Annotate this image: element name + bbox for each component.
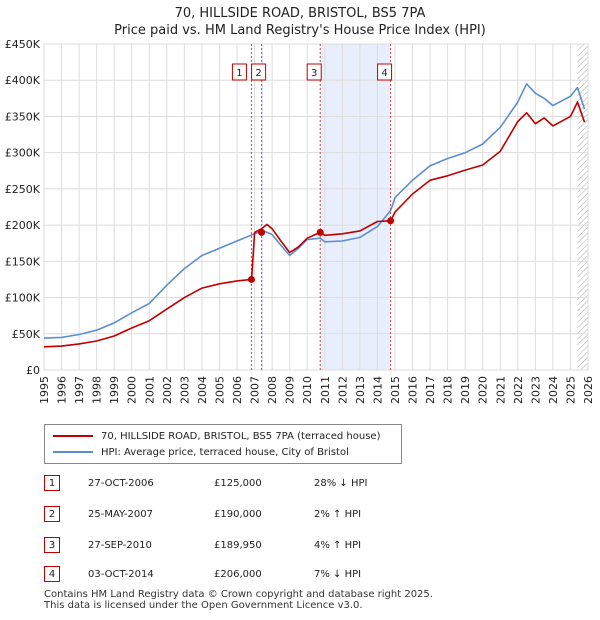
legend-item-hpi: HPI: Average price, terraced house, City… [53, 446, 349, 460]
chart-title: 70, HILLSIDE ROAD, BRISTOL, BS5 7PA [174, 6, 426, 21]
x-tick-label: 2008 [266, 376, 279, 404]
sale-badge-label: 3 [311, 68, 317, 79]
forecast-hatch [577, 44, 588, 370]
x-tick-label: 1998 [91, 376, 104, 404]
x-tick-label: 2002 [161, 376, 174, 404]
sale-badge-label: 1 [236, 68, 242, 79]
x-tick-label: 2011 [319, 376, 332, 404]
x-tick-label: 2004 [196, 376, 209, 404]
sale-point [387, 217, 395, 225]
x-tick-label: 2015 [389, 376, 402, 404]
footer-attribution: Contains HM Land Registry data © Crown c… [44, 589, 433, 611]
y-tick-label: £300K [5, 147, 41, 160]
plot-area [43, 43, 589, 371]
x-tick-label: 2022 [512, 376, 525, 404]
transaction-hpi: 28% ↓ HPI [314, 478, 368, 489]
transaction-date: 03-OCT-2014 [88, 569, 154, 580]
footer-line-1: Contains HM Land Registry data © Crown c… [44, 589, 433, 600]
sale-badge-label: 4 [381, 68, 387, 79]
x-tick-label: 2012 [336, 376, 349, 404]
x-tick-label: 2021 [494, 376, 507, 404]
y-tick-label: £200K [5, 219, 41, 232]
legend-swatch-hpi [53, 451, 93, 453]
property-price-line [43, 101, 586, 348]
legend-label-hpi: HPI: Average price, terraced house, City… [101, 447, 349, 458]
chart-subtitle: Price paid vs. HM Land Registry's House … [114, 23, 486, 38]
y-tick-label: £250K [5, 183, 41, 196]
x-tick-label: 2019 [459, 376, 472, 404]
x-tick-label: 2025 [564, 376, 577, 404]
sale-point [258, 228, 266, 236]
x-tick-label: 2018 [442, 376, 455, 404]
transaction-number: 2 [44, 506, 60, 522]
x-tick-label: 1997 [73, 376, 86, 404]
x-tick-label: 2017 [424, 376, 437, 404]
y-tick-label: £100K [5, 292, 41, 305]
x-tick-label: 2026 [582, 376, 595, 404]
x-tick-label: 1995 [38, 376, 51, 404]
y-tick-label: £450K [5, 38, 41, 51]
x-tick-label: 2009 [284, 376, 297, 404]
legend-swatch-property [53, 435, 93, 437]
transaction-hpi: 7% ↓ HPI [314, 569, 362, 580]
price-chart: 1 2 3 4 £0 £50K £100K £150K £200K £250K £300K £350… [5, 38, 595, 404]
x-tick-label: 2007 [249, 376, 262, 404]
sale-point [316, 228, 324, 236]
hpi-line [43, 83, 586, 339]
x-tick-label: 2000 [126, 376, 139, 404]
sale-badge [377, 63, 393, 81]
y-tick-label: £50K [12, 328, 41, 341]
y-tick-label: £400K [5, 74, 41, 87]
x-tick-label: 2001 [143, 376, 156, 404]
x-tick-label: 2023 [529, 376, 542, 404]
transaction-price: £189,950 [214, 540, 262, 551]
x-tick-label: 1996 [56, 376, 69, 404]
transaction-hpi: 2% ↑ HPI [314, 509, 362, 520]
transaction-price: £125,000 [214, 478, 262, 489]
x-tick-label: 2003 [178, 376, 191, 404]
sale-badge-label: 2 [255, 68, 261, 79]
transaction-number: 1 [44, 475, 60, 491]
legend-label-property: 70, HILLSIDE ROAD, BRISTOL, BS5 7PA (ter… [101, 431, 381, 442]
sale-point [247, 275, 255, 283]
transaction-number: 4 [44, 566, 60, 582]
shaded-range [320, 44, 391, 370]
x-tick-label: 2005 [213, 376, 226, 404]
sale-badge [306, 63, 322, 81]
x-tick-label: 2014 [371, 376, 384, 404]
transaction-price: £190,000 [214, 509, 262, 520]
transaction-date: 25-MAY-2007 [88, 509, 154, 520]
x-tick-label: 2016 [407, 376, 420, 404]
transaction-date: 27-OCT-2006 [88, 478, 154, 489]
x-tick-label: 2010 [301, 376, 314, 404]
y-tick-label: £350K [5, 110, 41, 123]
transaction-price: £206,000 [214, 569, 262, 580]
x-tick-label: 2024 [547, 376, 560, 404]
sale-badge [251, 63, 267, 81]
x-tick-label: 1999 [108, 376, 121, 404]
transaction-hpi: 4% ↑ HPI [314, 540, 362, 551]
y-tick-label: £0 [26, 364, 40, 377]
sale-badge [231, 63, 247, 81]
x-tick-label: 2006 [231, 376, 244, 404]
transaction-number: 3 [44, 537, 60, 553]
shaded-range [261, 44, 264, 370]
chart-legend: 70, HILLSIDE ROAD, BRISTOL, BS5 7PA (ter… [44, 424, 402, 464]
y-tick-label: £150K [5, 255, 41, 268]
x-tick-label: 2020 [477, 376, 490, 404]
x-tick-label: 2013 [354, 376, 367, 404]
transaction-date: 27-SEP-2010 [88, 540, 152, 551]
footer-line-2: This data is licensed under the Open Gov… [44, 600, 363, 611]
legend-item-property: 70, HILLSIDE ROAD, BRISTOL, BS5 7PA (ter… [53, 430, 380, 444]
